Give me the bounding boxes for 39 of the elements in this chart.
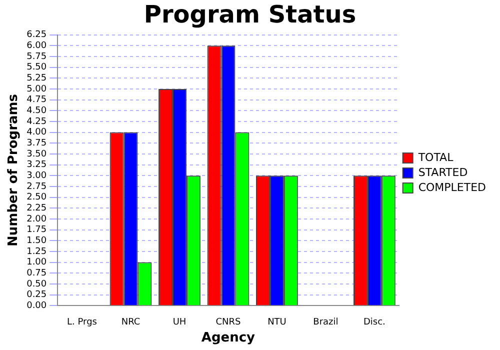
legend-label: STARTED (418, 166, 468, 179)
y-tick-label: 4.00 (26, 128, 47, 138)
y-tick-label: 2.25 (26, 203, 47, 214)
legend-label: TOTAL (417, 150, 454, 164)
y-tick-label: 3.00 (26, 170, 47, 181)
y-tick-label: 5.25 (26, 73, 47, 84)
y-tick-label: 6.00 (26, 40, 47, 51)
y-tick-label: 5.50 (26, 62, 47, 73)
x-tick-label: L. Prgs (67, 317, 98, 328)
y-tick-label: 4.75 (26, 95, 47, 106)
x-tick-label: UH (172, 317, 186, 328)
y-tick-label: 1.00 (26, 258, 47, 268)
y-tick-label: 2.50 (26, 192, 47, 203)
y-tick-label: 4.25 (26, 116, 47, 127)
x-tick-label: NTU (268, 317, 286, 328)
y-tick-label: 2.75 (26, 182, 47, 192)
y-tick-label: 0.75 (26, 268, 47, 278)
y-tick-label: 3.50 (26, 149, 47, 160)
y-tick-label: 2.00 (26, 214, 47, 224)
y-tick-label: 0.25 (26, 290, 47, 300)
x-tick-label: CNRS (216, 317, 242, 328)
x-tick-label: Brazil (313, 317, 338, 328)
y-tick-label: 3.25 (26, 160, 47, 170)
y-tick-label: 1.25 (26, 246, 47, 257)
y-tick-label: 5.75 (26, 52, 47, 62)
y-tick-label: 0.50 (26, 279, 47, 290)
x-axis-title: Agency (201, 330, 256, 346)
x-tick-label: Disc. (363, 317, 386, 328)
y-tick-label: 1.50 (26, 236, 47, 246)
x-tick-label: NRC (121, 317, 140, 328)
y-tick-label: 3.75 (26, 138, 47, 148)
y-tick-label: 6.25 (26, 30, 47, 40)
y-tick-label: 4.50 (26, 106, 47, 116)
y-tick-label: 1.75 (26, 225, 47, 236)
y-tick-label: 5.00 (26, 84, 47, 94)
chart-title: Program Status (144, 0, 356, 29)
legend-label: COMPLETED (418, 180, 486, 194)
y-axis-title: Number of Programs (6, 94, 22, 246)
y-tick-label: 0.00 (26, 300, 47, 311)
